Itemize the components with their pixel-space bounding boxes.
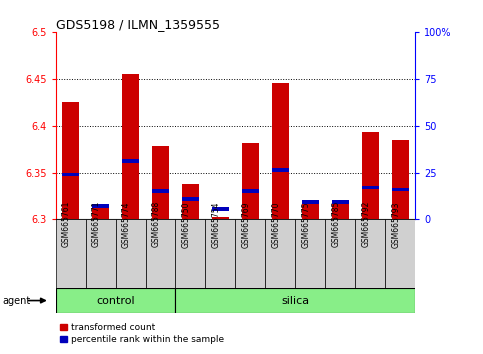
Text: GSM665769: GSM665769 — [242, 201, 251, 247]
Text: silica: silica — [282, 296, 310, 306]
Bar — [92, 205, 109, 208]
Bar — [242, 189, 259, 193]
Bar — [242, 143, 259, 219]
Text: GDS5198 / ILMN_1359555: GDS5198 / ILMN_1359555 — [56, 18, 220, 31]
Bar — [85, 219, 115, 289]
Bar — [205, 219, 236, 289]
Text: control: control — [96, 296, 135, 306]
Text: GSM665770: GSM665770 — [271, 201, 281, 247]
Text: GSM665785: GSM665785 — [331, 201, 341, 247]
Bar — [272, 82, 289, 219]
Bar — [175, 288, 415, 313]
Text: GSM665761: GSM665761 — [61, 201, 71, 247]
Bar — [175, 219, 205, 289]
Bar — [302, 202, 319, 219]
Bar — [236, 219, 266, 289]
Bar — [332, 200, 349, 204]
Bar — [152, 189, 169, 193]
Bar — [122, 74, 139, 219]
Text: GSM665750: GSM665750 — [182, 201, 190, 247]
Text: agent: agent — [2, 296, 30, 306]
Bar — [296, 219, 326, 289]
Bar — [56, 219, 85, 289]
Bar — [266, 219, 296, 289]
Text: GSM665792: GSM665792 — [361, 201, 370, 247]
Bar — [332, 202, 349, 219]
Bar — [385, 219, 415, 289]
Legend: transformed count, percentile rank within the sample: transformed count, percentile rank withi… — [60, 323, 224, 344]
Bar — [152, 146, 169, 219]
Bar — [272, 168, 289, 172]
Bar — [392, 188, 409, 192]
Text: GSM665754: GSM665754 — [212, 201, 220, 247]
Bar — [362, 186, 379, 189]
Text: GSM665788: GSM665788 — [152, 201, 160, 247]
Text: GSM665793: GSM665793 — [391, 201, 400, 247]
Bar — [182, 184, 199, 219]
Bar — [326, 219, 355, 289]
Bar — [62, 173, 79, 176]
Bar — [92, 205, 109, 219]
Bar — [122, 159, 139, 163]
Bar — [362, 132, 379, 219]
Bar — [302, 200, 319, 204]
Bar — [212, 207, 229, 211]
Bar — [115, 219, 145, 289]
Bar — [56, 288, 175, 313]
Text: GSM665771: GSM665771 — [91, 201, 100, 247]
Text: GSM665775: GSM665775 — [301, 201, 311, 247]
Bar — [212, 217, 229, 219]
Bar — [355, 219, 385, 289]
Bar — [182, 197, 199, 201]
Bar — [145, 219, 175, 289]
Text: GSM665774: GSM665774 — [122, 201, 130, 247]
Bar — [392, 140, 409, 219]
Bar — [62, 102, 79, 219]
